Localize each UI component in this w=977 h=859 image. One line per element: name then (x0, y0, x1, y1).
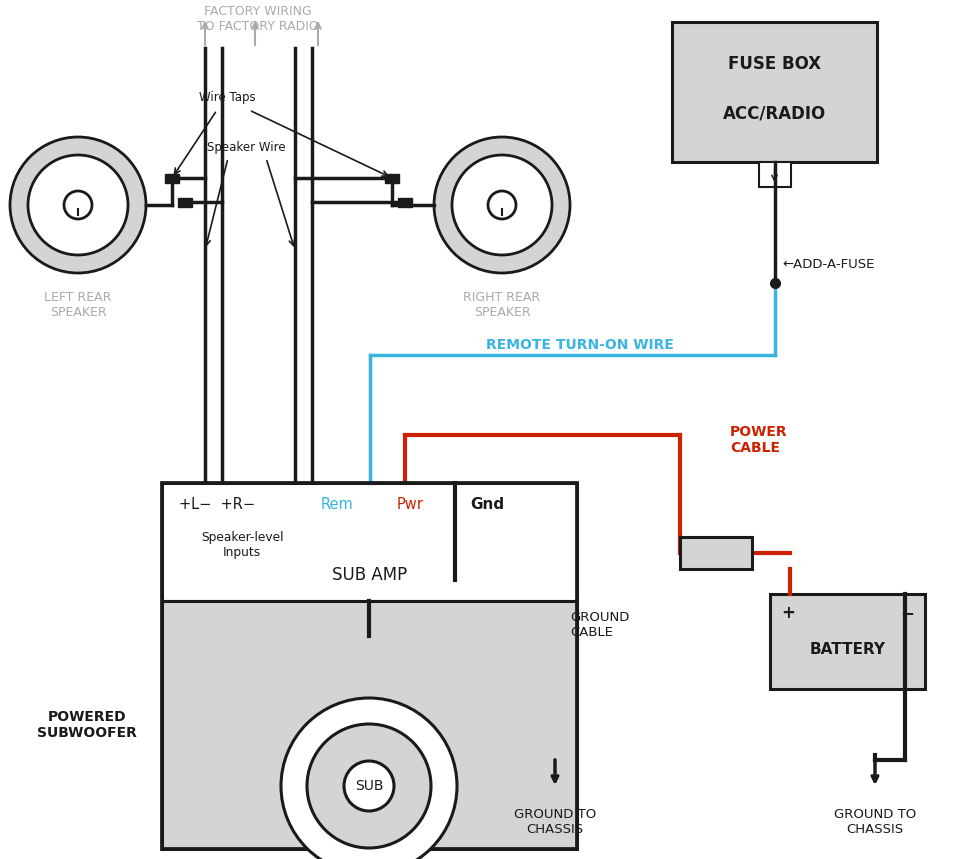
Text: ACC/RADIO: ACC/RADIO (722, 105, 826, 123)
Bar (671, 22, 876, 162)
Text: Wire Taps: Wire Taps (198, 92, 255, 105)
Circle shape (64, 191, 92, 219)
Circle shape (451, 155, 551, 255)
Circle shape (307, 724, 431, 848)
Bar (162, 483, 576, 849)
Bar (398, 198, 411, 206)
Circle shape (434, 137, 570, 273)
Text: FUSE BOX: FUSE BOX (727, 55, 821, 73)
Circle shape (10, 137, 146, 273)
Bar (165, 174, 179, 182)
Bar (162, 601, 576, 849)
Text: FUSE: FUSE (696, 546, 736, 560)
Text: GROUND TO
CHASSIS: GROUND TO CHASSIS (833, 808, 915, 836)
Text: BATTERY: BATTERY (809, 642, 884, 657)
Text: POWERED
SUBWOOFER: POWERED SUBWOOFER (37, 710, 137, 740)
Text: +L−  +R−: +L− +R− (179, 497, 255, 513)
Bar (178, 198, 191, 206)
Text: REMOTE TURN-ON WIRE: REMOTE TURN-ON WIRE (486, 338, 673, 352)
Bar (758, 162, 789, 187)
Bar (162, 483, 576, 601)
Circle shape (280, 698, 456, 859)
Text: Gnd: Gnd (470, 497, 503, 513)
Circle shape (488, 191, 516, 219)
Text: +: + (781, 604, 794, 622)
Text: Speaker Wire: Speaker Wire (206, 142, 285, 155)
Text: LEFT REAR
SPEAKER: LEFT REAR SPEAKER (44, 291, 111, 319)
Circle shape (28, 155, 128, 255)
Bar (679, 537, 751, 569)
Text: GROUND TO
CHASSIS: GROUND TO CHASSIS (513, 808, 596, 836)
Text: GROUND
CABLE: GROUND CABLE (570, 611, 629, 639)
Text: ←ADD-A-FUSE: ←ADD-A-FUSE (782, 259, 874, 271)
Bar (769, 594, 924, 689)
Text: Rem: Rem (320, 497, 353, 513)
Text: POWER
CABLE: POWER CABLE (729, 425, 786, 455)
Text: Speaker-level
Inputs: Speaker-level Inputs (200, 531, 283, 559)
Circle shape (344, 761, 394, 811)
Text: SUB: SUB (355, 779, 383, 793)
Bar (385, 174, 399, 182)
Text: Pwr: Pwr (396, 497, 423, 513)
Text: SUB AMP: SUB AMP (331, 566, 406, 584)
Text: FACTORY WIRING
TO FACTORY RADIO: FACTORY WIRING TO FACTORY RADIO (197, 5, 319, 33)
Text: RIGHT REAR
SPEAKER: RIGHT REAR SPEAKER (463, 291, 540, 319)
Text: −: − (899, 604, 913, 622)
